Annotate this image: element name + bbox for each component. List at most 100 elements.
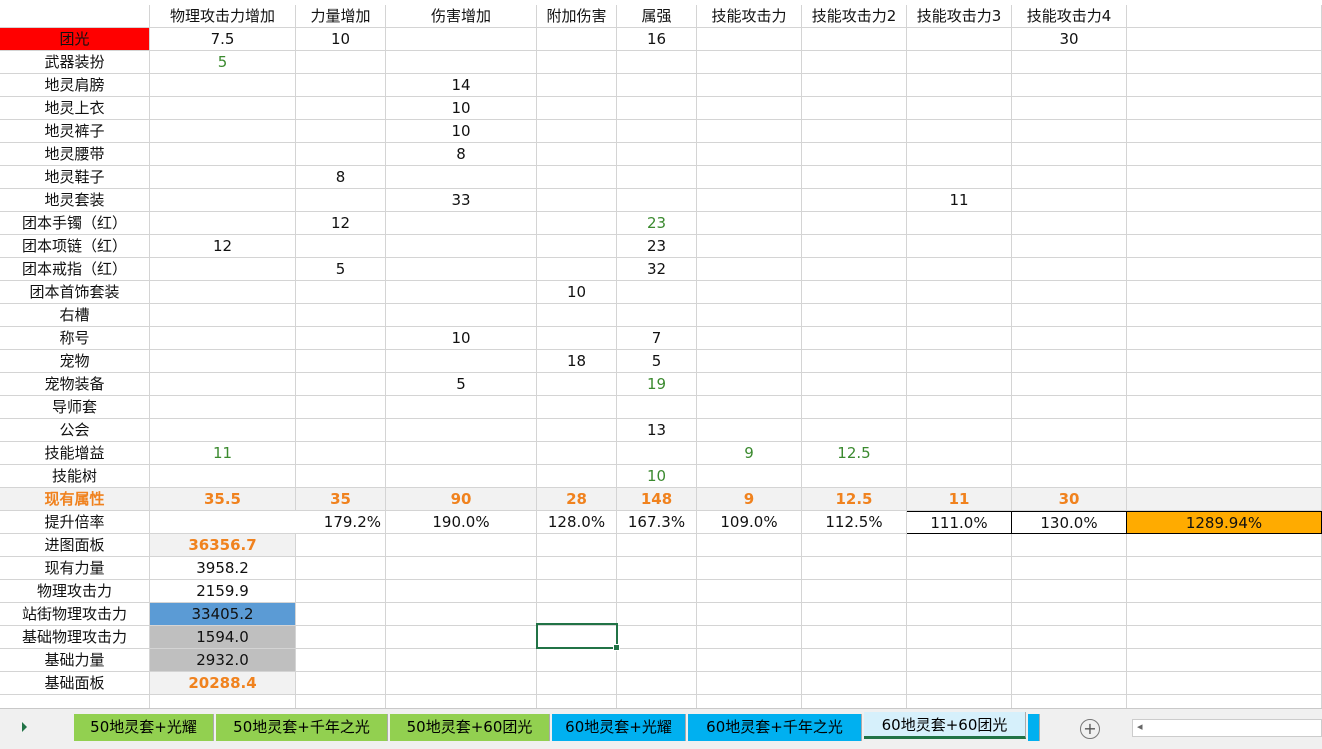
- table-cell[interactable]: [1127, 143, 1322, 166]
- table-cell[interactable]: [537, 442, 617, 465]
- row-label-cell[interactable]: 团本戒指（红）: [0, 258, 150, 281]
- table-cell[interactable]: [386, 166, 537, 189]
- table-cell[interactable]: [697, 396, 802, 419]
- grid-cell[interactable]: [1127, 672, 1322, 695]
- grid-cell[interactable]: [1012, 695, 1127, 708]
- table-cell[interactable]: 10: [296, 28, 386, 51]
- table-cell[interactable]: [907, 258, 1012, 281]
- table-cell[interactable]: [907, 120, 1012, 143]
- table-cell[interactable]: [697, 166, 802, 189]
- table-cell[interactable]: 19: [617, 373, 697, 396]
- table-cell[interactable]: [150, 166, 296, 189]
- grid-cell[interactable]: [802, 649, 907, 672]
- table-cell[interactable]: 16: [617, 28, 697, 51]
- table-cell[interactable]: [386, 28, 537, 51]
- table-cell[interactable]: [150, 304, 296, 327]
- row-label-cell[interactable]: 武器装扮: [0, 51, 150, 74]
- table-cell[interactable]: 8: [386, 143, 537, 166]
- sheet-tab[interactable]: 50地灵套+千年之光: [216, 714, 388, 741]
- table-cell[interactable]: [1127, 373, 1322, 396]
- table-cell[interactable]: 11: [907, 189, 1012, 212]
- grid-cell[interactable]: [386, 695, 537, 708]
- table-cell[interactable]: [386, 258, 537, 281]
- horizontal-scrollbar[interactable]: ◂: [1132, 719, 1322, 737]
- table-cell[interactable]: [1012, 143, 1127, 166]
- table-cell[interactable]: 130.0%: [1012, 511, 1127, 534]
- table-cell[interactable]: [802, 373, 907, 396]
- column-header-cell[interactable]: 力量增加: [296, 5, 386, 28]
- sheet-tab[interactable]: 60地灵套+光耀: [552, 714, 686, 741]
- table-cell[interactable]: 23: [617, 212, 697, 235]
- grid-cell[interactable]: [907, 672, 1012, 695]
- table-cell[interactable]: 5: [386, 373, 537, 396]
- table-cell[interactable]: [150, 189, 296, 212]
- table-cell[interactable]: 10: [617, 465, 697, 488]
- grid-cell[interactable]: [1012, 557, 1127, 580]
- grid-cell[interactable]: [296, 626, 386, 649]
- table-cell[interactable]: 5: [150, 51, 296, 74]
- row-label-cell[interactable]: 进图面板: [0, 534, 150, 557]
- table-cell[interactable]: 18: [537, 350, 617, 373]
- table-cell[interactable]: [802, 396, 907, 419]
- table-cell[interactable]: [1127, 281, 1322, 304]
- row-label-cell[interactable]: 宠物装备: [0, 373, 150, 396]
- table-cell[interactable]: [386, 212, 537, 235]
- table-cell[interactable]: [150, 419, 296, 442]
- table-cell[interactable]: [697, 143, 802, 166]
- table-cell[interactable]: [697, 373, 802, 396]
- grid-cell[interactable]: [1127, 557, 1322, 580]
- column-header-cell[interactable]: 伤害增加: [386, 5, 537, 28]
- table-cell[interactable]: [150, 120, 296, 143]
- table-cell[interactable]: [907, 28, 1012, 51]
- table-cell[interactable]: [1012, 74, 1127, 97]
- table-cell[interactable]: [1012, 120, 1127, 143]
- table-cell[interactable]: [296, 442, 386, 465]
- table-cell[interactable]: [697, 120, 802, 143]
- table-cell[interactable]: [1012, 189, 1127, 212]
- grid-cell[interactable]: [697, 649, 802, 672]
- sheet-tab[interactable]: 50地灵套+60团光: [390, 714, 550, 741]
- row-label-cell[interactable]: 团本项链（红）: [0, 235, 150, 258]
- table-cell[interactable]: [537, 74, 617, 97]
- grid-cell[interactable]: [617, 534, 697, 557]
- table-cell[interactable]: [150, 396, 296, 419]
- table-cell[interactable]: [907, 373, 1012, 396]
- table-cell[interactable]: [296, 97, 386, 120]
- table-cell[interactable]: [907, 281, 1012, 304]
- table-cell[interactable]: [617, 442, 697, 465]
- plus-circle-icon[interactable]: +: [1080, 719, 1100, 739]
- grid-cell[interactable]: [537, 695, 617, 708]
- table-cell[interactable]: 32: [617, 258, 697, 281]
- table-cell[interactable]: [1012, 419, 1127, 442]
- table-cell[interactable]: [150, 74, 296, 97]
- table-cell[interactable]: [802, 327, 907, 350]
- table-cell[interactable]: [386, 304, 537, 327]
- table-cell[interactable]: [1012, 396, 1127, 419]
- grid-cell[interactable]: [537, 534, 617, 557]
- grid-cell[interactable]: [617, 649, 697, 672]
- table-cell[interactable]: 1289.94%: [1127, 511, 1322, 534]
- grid-cell[interactable]: [1012, 672, 1127, 695]
- table-cell[interactable]: [907, 235, 1012, 258]
- grid-cell[interactable]: [1012, 534, 1127, 557]
- grid-cell[interactable]: [1012, 626, 1127, 649]
- table-cell[interactable]: [1127, 28, 1322, 51]
- grid-cell[interactable]: [617, 695, 697, 708]
- sheet-tab[interactable]: 60地灵套+60团光: [864, 712, 1026, 739]
- grid-cell[interactable]: [386, 626, 537, 649]
- table-cell[interactable]: 1594.0: [150, 626, 296, 649]
- grid-cell[interactable]: [150, 695, 296, 708]
- table-cell[interactable]: [802, 258, 907, 281]
- table-cell[interactable]: 20288.4: [150, 672, 296, 695]
- row-label-cell[interactable]: 团光: [0, 28, 150, 51]
- row-label-cell[interactable]: 地灵腰带: [0, 143, 150, 166]
- table-cell[interactable]: [1012, 281, 1127, 304]
- table-cell[interactable]: [1127, 350, 1322, 373]
- column-header-cell[interactable]: 附加伤害: [537, 5, 617, 28]
- table-cell[interactable]: [537, 166, 617, 189]
- row-label-cell[interactable]: 站街物理攻击力: [0, 603, 150, 626]
- row-label-cell[interactable]: 技能增益: [0, 442, 150, 465]
- table-cell[interactable]: 14: [386, 74, 537, 97]
- table-cell[interactable]: [1127, 442, 1322, 465]
- grid-cell[interactable]: [907, 626, 1012, 649]
